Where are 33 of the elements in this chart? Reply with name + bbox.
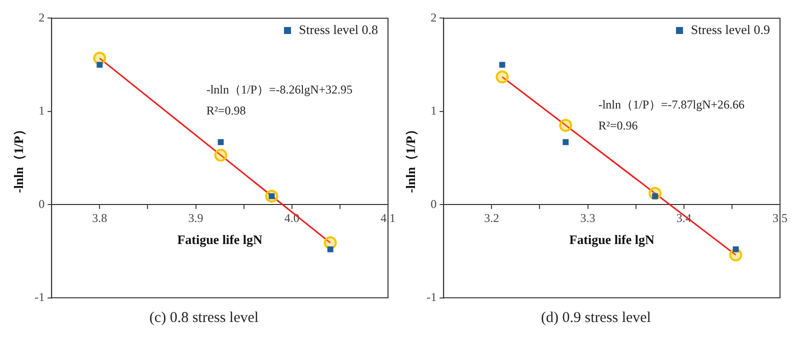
text: (d) 0.9 stress level — [541, 310, 651, 327]
y-axis-title: -lnln（1/P） — [11, 122, 26, 194]
x-tick-label: 3.9 — [188, 210, 204, 225]
point — [218, 139, 224, 146]
point — [327, 246, 334, 252]
legend-label: Stress level 0.9 — [690, 22, 770, 38]
y-tick-label: 0 — [430, 196, 437, 211]
point — [96, 62, 103, 68]
point — [499, 62, 506, 68]
text: (c) 0.8 stress level — [149, 310, 259, 327]
point — [559, 118, 572, 132]
point — [214, 148, 228, 162]
y-tick-label: -1 — [426, 290, 437, 304]
annotation: -lnln（1/P）=-8.26lgN+32.95 — [206, 82, 353, 97]
y-tick-label: -1 — [34, 290, 45, 304]
y-tick-label: 2 — [430, 10, 437, 24]
y-tick-label: 2 — [38, 10, 45, 24]
x-tick-label: 3.8 — [92, 210, 108, 225]
annotation: -lnln（1/P）=-7.87lgN+26.66 — [598, 98, 745, 112]
y-axis-title: -lnln（1/P） — [403, 122, 418, 194]
point — [732, 246, 739, 252]
y-tick-label: 1 — [430, 104, 437, 118]
legend-label: Stress level 0.8 — [298, 22, 378, 38]
x-axis-title: Fatigue life lgN — [177, 232, 264, 248]
point — [562, 139, 569, 146]
x-tick-label: 3.2 — [484, 210, 500, 225]
annotation: R²=0.96 — [598, 118, 638, 133]
x-tick-label: 3.3 — [580, 210, 596, 225]
point — [496, 70, 509, 84]
y-tick-label: 0 — [38, 196, 45, 211]
y-tick-label: 1 — [38, 104, 45, 118]
x-axis-title: Fatigue life lgN — [569, 232, 656, 248]
annotation: R²=0.98 — [206, 104, 246, 118]
